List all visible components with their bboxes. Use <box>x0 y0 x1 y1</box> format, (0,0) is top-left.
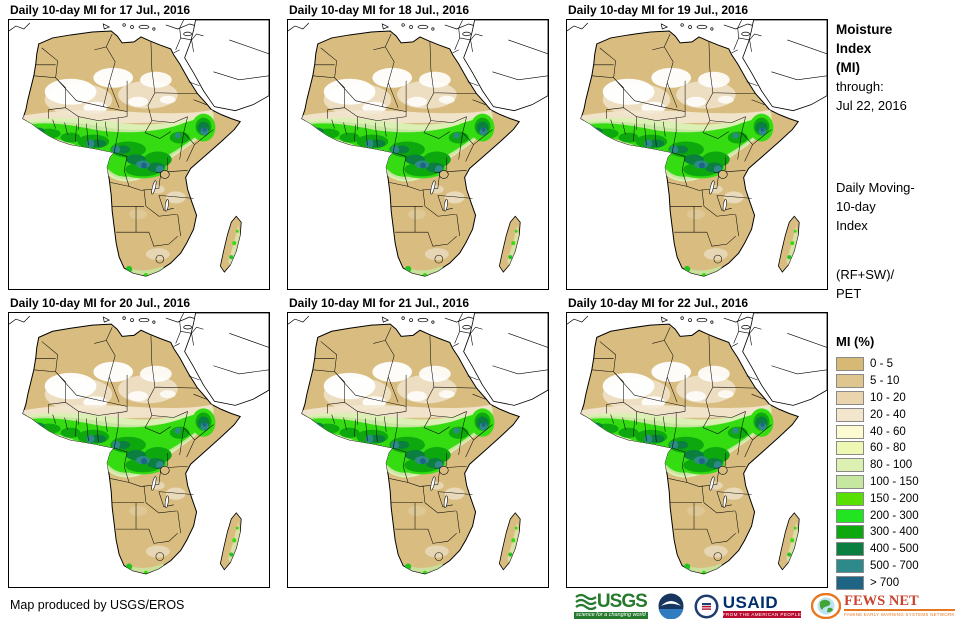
legend-item: 80 - 100 <box>836 457 964 474</box>
usaid-seal-icon <box>694 594 719 618</box>
legend-label: 500 - 700 <box>870 559 919 572</box>
usgs-tagline: science for a changing world <box>574 612 648 619</box>
legend-label: 20 - 40 <box>870 408 906 421</box>
panel-title-17jul: Daily 10-day MI for 17 Jul., 2016 <box>10 3 191 17</box>
panel-title-22jul: Daily 10-day MI for 22 Jul., 2016 <box>568 296 749 310</box>
legend-label: 300 - 400 <box>870 526 919 539</box>
legend-item: 10 - 20 <box>836 390 964 407</box>
map-panel-21jul <box>287 312 549 588</box>
map-panel-22jul <box>566 312 828 588</box>
legend-label: 400 - 500 <box>870 543 919 556</box>
agency-logos: USGS science for a changing world <box>574 590 955 622</box>
legend-label: 5 - 10 <box>870 375 900 388</box>
legend-label: 10 - 20 <box>870 391 906 404</box>
panel-title-20jul: Daily 10-day MI for 20 Jul., 2016 <box>10 296 191 310</box>
legend-swatch <box>836 525 864 540</box>
legend-item: 150 - 200 <box>836 490 964 507</box>
legend-swatch <box>836 491 864 506</box>
legend-item: 500 - 700 <box>836 558 964 575</box>
legend-swatch <box>836 508 864 523</box>
usaid-label: USAID <box>722 592 779 612</box>
fewsnet-logo: FEWS NET FAMINE EARLY WARNING SYSTEMS NE… <box>811 593 955 619</box>
legend-swatch <box>836 575 864 590</box>
legend-swatch <box>836 542 864 557</box>
legend-label: 0 - 5 <box>870 358 894 371</box>
map-panel-18jul <box>287 19 549 290</box>
usaid-logo: USAID FROM THE AMERICAN PEOPLE <box>694 592 802 619</box>
legend-label: > 700 <box>870 576 900 589</box>
info-title-line: (MI) <box>836 60 860 75</box>
usgs-logo: USGS science for a changing world <box>574 591 648 619</box>
usaid-tagline: FROM THE AMERICAN PEOPLE <box>722 610 802 618</box>
panel-title-19jul: Daily 10-day MI for 19 Jul., 2016 <box>568 3 749 17</box>
legend-item: 200 - 300 <box>836 507 964 524</box>
legend-item: 40 - 60 <box>836 423 964 440</box>
index-desc-line: 10-day <box>836 199 876 214</box>
usgs-label: USGS <box>596 591 648 612</box>
panel-title-18jul: Daily 10-day MI for 18 Jul., 2016 <box>289 3 470 17</box>
legend-swatch <box>836 558 864 573</box>
legend-label: 80 - 100 <box>870 459 913 472</box>
fewsnet-tagline: FAMINE EARLY WARNING SYSTEMS NETWORK <box>844 612 955 617</box>
legend-swatch <box>836 424 864 439</box>
legend-item: 60 - 80 <box>836 440 964 457</box>
legend-swatch <box>836 357 864 372</box>
map-panel-20jul <box>8 312 270 588</box>
formula-line: (RF+SW)/ <box>836 267 895 282</box>
legend-label: 40 - 60 <box>870 425 906 438</box>
index-desc-line: Index <box>836 218 868 233</box>
legend-label: 60 - 80 <box>870 442 906 455</box>
legend-label: 200 - 300 <box>870 509 919 522</box>
formula-line: PET <box>836 286 862 301</box>
legend-swatch <box>836 474 864 489</box>
legend-title: MI (%) <box>836 334 875 349</box>
legend-item: 400 - 500 <box>836 541 964 558</box>
legend-item: 100 - 150 <box>836 474 964 491</box>
info-title-line: Index <box>836 41 872 56</box>
info-panel: Moisture Index (MI) through: Jul 22, 201… <box>836 20 962 303</box>
noaa-logo <box>658 593 684 619</box>
map-credit: Map produced by USGS/EROS <box>10 598 185 612</box>
through-label: through: <box>836 79 884 94</box>
legend-item: > 700 <box>836 574 964 591</box>
legend-label: 100 - 150 <box>870 475 919 488</box>
legend-swatch <box>836 374 864 389</box>
legend-item: 20 - 40 <box>836 406 964 423</box>
legend-swatch <box>836 407 864 422</box>
fewsnet-globe-icon <box>811 593 842 619</box>
fewsnet-label: FEWS NET <box>844 594 955 611</box>
legend-item: 0 - 5 <box>836 356 964 373</box>
legend-item: 5 - 10 <box>836 373 964 390</box>
through-date: Jul 22, 2016 <box>836 98 907 113</box>
legend-swatch <box>836 390 864 405</box>
legend-label: 150 - 200 <box>870 492 919 505</box>
noaa-emblem-icon <box>658 593 684 619</box>
legend-swatch <box>836 441 864 456</box>
usgs-wave-icon <box>575 593 597 611</box>
panel-title-21jul: Daily 10-day MI for 21 Jul., 2016 <box>289 296 470 310</box>
map-panel-17jul <box>8 19 270 290</box>
legend-swatch <box>836 458 864 473</box>
info-title-line: Moisture <box>836 22 893 37</box>
index-desc-line: Daily Moving- <box>836 180 915 195</box>
legend-item: 300 - 400 <box>836 524 964 541</box>
mi-legend: MI (%) 0 - 5 5 - 10 10 - 20 20 - 40 40 -… <box>836 334 964 591</box>
map-panel-19jul <box>566 19 828 290</box>
